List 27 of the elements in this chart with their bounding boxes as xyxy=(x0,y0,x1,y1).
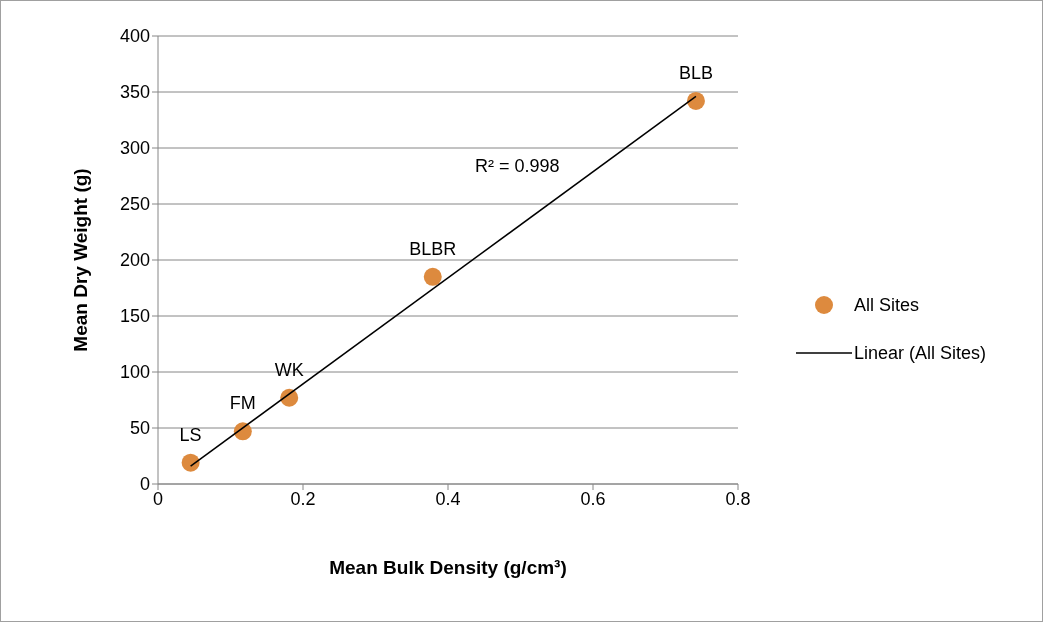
y-tick-label: 0 xyxy=(139,474,150,495)
y-tick-label: 50 xyxy=(129,418,150,439)
y-tick-label: 150 xyxy=(119,306,150,327)
annotation: R² = 0.998 xyxy=(475,156,560,177)
y-axis-title: Mean Dry Weight (g) xyxy=(69,168,91,352)
y-tick-label: 350 xyxy=(119,82,150,103)
annotation: BLBR xyxy=(409,238,457,259)
point xyxy=(686,91,705,110)
x-tick-label: 0 xyxy=(152,488,164,509)
annotation: LS xyxy=(179,424,202,445)
x-tick-label: 0.6 xyxy=(580,488,606,509)
annotation: BLB xyxy=(678,62,713,83)
x-tick-label: 0.8 xyxy=(725,488,751,509)
point xyxy=(423,267,442,286)
annotation: FM xyxy=(229,393,256,414)
y-tick-label: 250 xyxy=(119,194,150,215)
legend-label: All Sites xyxy=(854,294,920,316)
x-axis-title: Mean Bulk Density (g/cm³) xyxy=(329,557,567,578)
y-tick-label: 200 xyxy=(119,250,150,271)
y-tick-label: 300 xyxy=(119,138,150,159)
annotation: WK xyxy=(274,359,304,380)
y-tick-label: 100 xyxy=(119,362,150,383)
legend-label: Linear (All Sites) xyxy=(854,342,987,364)
x-tick-label: 0.2 xyxy=(290,488,316,509)
y-tick-label: 400 xyxy=(119,26,150,47)
x-tick-label: 0.4 xyxy=(435,488,461,509)
point xyxy=(181,453,200,472)
